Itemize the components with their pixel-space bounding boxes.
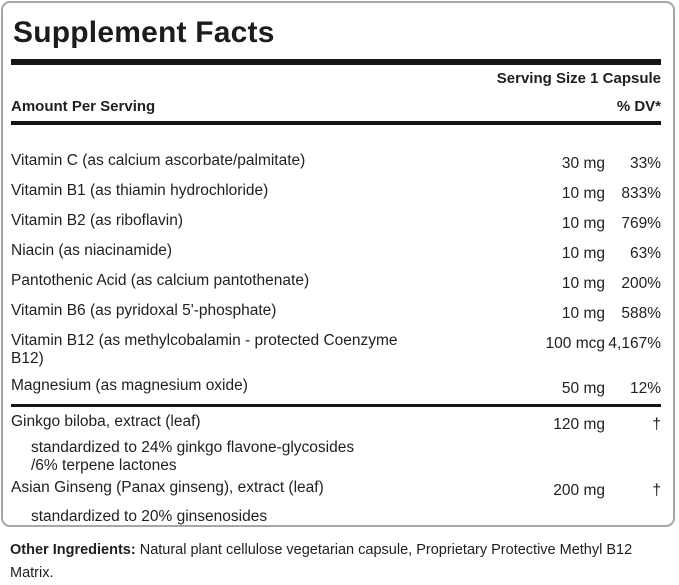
- nutrient-amount: 50 mg: [561, 380, 605, 397]
- ginseng-standardization: standardized to 20% ginsenosides: [31, 507, 268, 525]
- nutrient-row-vitamin-b1: Vitamin B1 (as thiamin hydrochloride) 10…: [11, 182, 661, 203]
- title-rule: [11, 59, 661, 65]
- nutrient-row-vitamin-b6: Vitamin B6 (as pyridoxal 5'-phosphate) 1…: [11, 302, 661, 323]
- header-rule: [11, 121, 661, 125]
- nutrient-name: Magnesium (as magnesium oxide): [11, 377, 248, 394]
- nutrient-dv: 200%: [621, 275, 661, 292]
- nutrient-dv: 12%: [629, 380, 661, 397]
- nutrient-row-magnesium: Magnesium (as magnesium oxide) 50 mg 12%: [11, 377, 661, 398]
- botanical-row-ginseng: Asian Ginseng (Panax ginseng), extract (…: [11, 479, 661, 500]
- other-ingredients: Other Ingredients: Natural plant cellulo…: [10, 539, 662, 585]
- nutrient-name: Pantothenic Acid (as calcium pantothenat…: [11, 272, 310, 289]
- nutrient-dv: 769%: [621, 215, 661, 232]
- nutrient-row-vitamin-c: Vitamin C (as calcium ascorbate/palmitat…: [11, 152, 661, 173]
- nutrient-name: Vitamin C (as calcium ascorbate/palmitat…: [11, 152, 306, 169]
- nutrient-dv: 588%: [621, 305, 661, 322]
- footnote-rule: [11, 524, 661, 525]
- botanical-dv-dagger: †: [652, 415, 661, 433]
- panel-title: Supplement Facts: [13, 16, 275, 49]
- nutrient-name: Vitamin B1 (as thiamin hydrochloride): [11, 182, 269, 199]
- nutrient-name: Vitamin B12 (as methylcobalamin - protec…: [11, 332, 398, 367]
- nutrient-amount: 10 mg: [561, 305, 605, 322]
- nutrient-dv: 4,167%: [608, 335, 661, 352]
- section-rule: [11, 404, 661, 407]
- serving-size: Serving Size 1 Capsule: [496, 70, 661, 87]
- nutrient-dv: 33%: [629, 155, 661, 172]
- standardization-line: /6% terpene lactones: [31, 456, 177, 474]
- nutrient-amount: 10 mg: [561, 275, 605, 292]
- botanical-amount: 120 mg: [553, 415, 605, 433]
- nutrient-row-pantothenic-acid: Pantothenic Acid (as calcium pantothenat…: [11, 272, 661, 293]
- nutrient-dv: 63%: [629, 245, 661, 262]
- other-ingredients-label: Other Ingredients:: [10, 542, 136, 558]
- nutrient-row-vitamin-b12: Vitamin B12 (as methylcobalamin - protec…: [11, 332, 661, 368]
- nutrient-row-vitamin-b2: Vitamin B2 (as riboflavin) 10 mg 769%: [11, 212, 661, 233]
- amount-per-serving-header: Amount Per Serving: [11, 98, 156, 115]
- botanical-dv-dagger: †: [652, 481, 661, 499]
- nutrient-name: Vitamin B2 (as riboflavin): [11, 212, 184, 229]
- nutrient-dv: 833%: [621, 185, 661, 202]
- botanical-amount: 200 mg: [553, 481, 605, 499]
- nutrient-amount: 10 mg: [561, 215, 605, 232]
- column-header-row: Amount Per Serving % DV*: [11, 98, 661, 116]
- supplement-facts-panel: Supplement Facts Serving Size 1 Capsule …: [1, 1, 675, 527]
- botanical-row-ginkgo: Ginkgo biloba, extract (leaf) 120 mg †: [11, 413, 661, 434]
- nutrient-row-niacin: Niacin (as niacinamide) 10 mg 63%: [11, 242, 661, 263]
- nutrient-amount: 10 mg: [561, 185, 605, 202]
- nutrient-name: Niacin (as niacinamide): [11, 242, 173, 259]
- nutrient-amount: 30 mg: [561, 155, 605, 172]
- standardization-line: standardized to 24% ginkgo flavone-glyco…: [31, 438, 355, 456]
- botanical-name: Ginkgo biloba, extract (leaf): [11, 412, 201, 430]
- nutrient-amount: 10 mg: [561, 245, 605, 262]
- ginkgo-standardization: standardized to 24% ginkgo flavone-glyco…: [11, 439, 661, 475]
- botanical-name: Asian Ginseng (Panax ginseng), extract (…: [11, 478, 324, 496]
- nutrient-amount: 100 mcg: [545, 335, 605, 352]
- percent-dv-header: % DV*: [616, 98, 661, 115]
- nutrient-name: Vitamin B6 (as pyridoxal 5'-phosphate): [11, 302, 277, 319]
